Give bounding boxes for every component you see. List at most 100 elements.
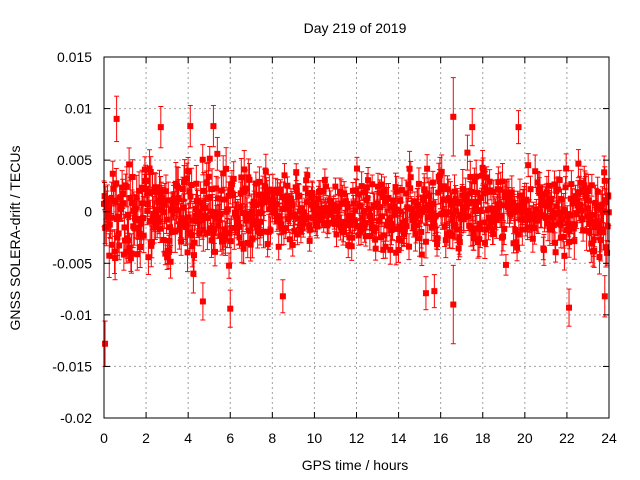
data-point [289, 241, 296, 248]
data-point [362, 219, 369, 226]
data-point [500, 233, 507, 240]
data-point [518, 209, 525, 216]
x-tick-label: 4 [184, 430, 192, 446]
data-point [473, 225, 480, 232]
data-point [481, 239, 488, 246]
data-point [220, 170, 227, 177]
data-point [347, 221, 354, 228]
data-point [600, 229, 607, 236]
y-tick-label: -0.01 [60, 307, 92, 323]
data-point [258, 210, 265, 217]
data-point [156, 188, 163, 195]
data-point [591, 247, 598, 254]
data-point [115, 230, 122, 237]
data-point [568, 181, 575, 188]
data-point [508, 189, 515, 196]
data-point [570, 200, 577, 207]
data-point [375, 183, 382, 190]
data-point [513, 239, 520, 246]
data-point [151, 219, 158, 226]
data-point [292, 184, 299, 191]
data-point [154, 214, 161, 221]
data-point [160, 197, 167, 204]
data-point [160, 236, 167, 243]
x-tick-label: 2 [142, 430, 150, 446]
data-point [517, 216, 524, 223]
data-point [527, 186, 534, 193]
data-point [450, 301, 457, 308]
data-point [172, 228, 179, 235]
data-point [474, 189, 481, 196]
data-point [519, 226, 526, 233]
data-point [561, 208, 568, 215]
data-point [418, 251, 425, 258]
data-point [252, 217, 259, 224]
data-point [273, 201, 280, 208]
data-point [405, 181, 412, 188]
data-point [389, 226, 396, 233]
data-point [144, 201, 151, 208]
data-point [453, 208, 460, 215]
data-point [424, 165, 431, 172]
data-point [301, 213, 308, 220]
data-point [286, 236, 293, 243]
data-point [469, 226, 476, 233]
data-point [353, 165, 360, 172]
data-point [445, 209, 452, 216]
data-point [596, 254, 603, 261]
data-point [469, 124, 476, 131]
data-point [199, 298, 206, 305]
data-point [341, 190, 348, 197]
data-point [320, 188, 327, 195]
data-point [401, 231, 408, 238]
data-point [215, 222, 222, 229]
data-point [359, 214, 366, 221]
data-point [311, 209, 318, 216]
data-point [158, 194, 165, 201]
data-point [202, 204, 209, 211]
data-point [363, 184, 370, 191]
data-point [351, 217, 358, 224]
data-point [436, 178, 443, 185]
data-point [455, 198, 462, 205]
data-point [442, 237, 449, 244]
data-point [369, 181, 376, 188]
x-tick-label: 12 [349, 430, 365, 446]
data-point [386, 222, 393, 229]
data-point [369, 224, 376, 231]
data-point [134, 215, 141, 222]
data-point [252, 180, 259, 187]
data-point [398, 187, 405, 194]
data-point [304, 172, 311, 179]
data-point [429, 179, 436, 186]
data-point [480, 167, 487, 174]
data-point [356, 202, 363, 209]
data-point [219, 232, 226, 239]
data-point [584, 213, 591, 220]
data-point [419, 209, 426, 216]
data-point [112, 255, 119, 262]
data-point [117, 206, 124, 213]
data-point [278, 221, 285, 228]
data-point [144, 207, 151, 214]
data-point [515, 124, 522, 131]
data-point [412, 222, 419, 229]
data-point [185, 168, 192, 175]
data-point [137, 244, 144, 251]
data-point [407, 185, 414, 192]
data-point [355, 191, 362, 198]
data-point [498, 213, 505, 220]
x-tick-label: 10 [307, 430, 323, 446]
data-point [463, 204, 470, 211]
data-point [120, 200, 127, 207]
data-point [121, 224, 128, 231]
data-point [323, 183, 330, 190]
data-point [432, 212, 439, 219]
data-point [179, 186, 186, 193]
data-point [101, 193, 108, 200]
data-point [545, 182, 552, 189]
data-layer [101, 77, 612, 367]
data-point [501, 225, 508, 232]
data-point [589, 211, 596, 218]
data-point [590, 236, 597, 243]
